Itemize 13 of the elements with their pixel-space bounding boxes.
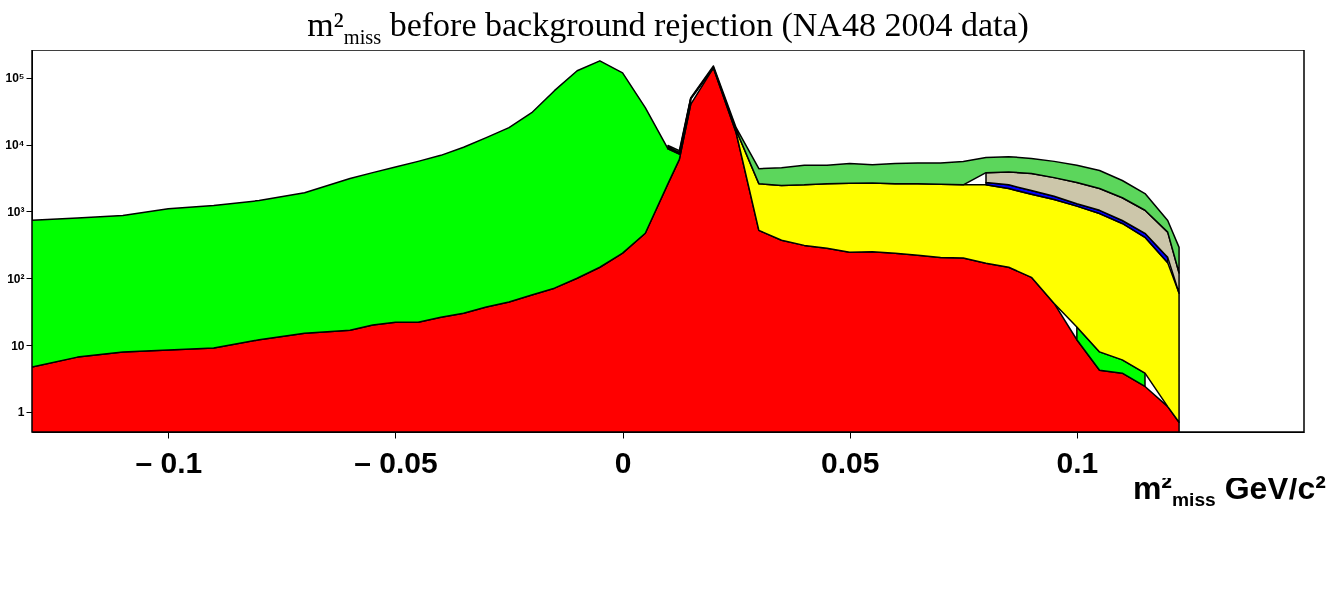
x-axis-title: m²$_{miss}$ GeV/c² <box>1132 470 1326 511</box>
x-tick-label: 0.05 <box>821 445 880 479</box>
y-tick-label: 10³ <box>7 204 25 219</box>
x-tick-label: – 0.1 <box>135 445 203 479</box>
x-tick-label: – 0.05 <box>354 445 438 479</box>
x-tick-label: 0 <box>614 445 632 479</box>
chart-title: m²$_{miss}$ before background rejection (NA48 2004 data) <box>306 6 1030 50</box>
y-tick-label: 10² <box>7 271 25 286</box>
y-tick-label: 1 <box>17 405 25 420</box>
y-tick-label: 10⁴ <box>5 138 25 153</box>
x-tick-label: 0.1 <box>1056 445 1099 479</box>
y-tick-label: 10 <box>11 338 25 353</box>
y-tick-label: 10⁵ <box>5 71 25 86</box>
